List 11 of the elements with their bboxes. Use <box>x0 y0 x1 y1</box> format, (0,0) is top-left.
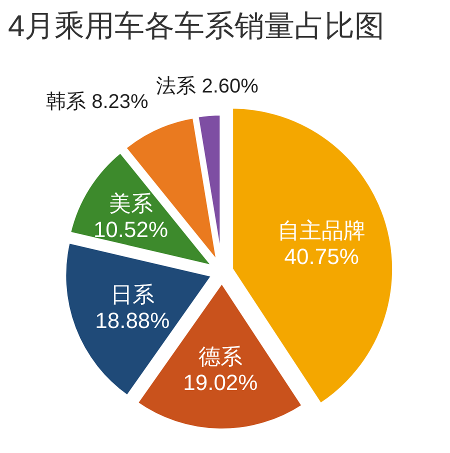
slice-label: 韩系 8.23% <box>46 90 149 113</box>
data-label: 18.88% <box>95 308 170 334</box>
data-label: 10.52% <box>93 216 168 242</box>
data-label: 19.02% <box>183 370 258 395</box>
slice-label: 自主品牌 <box>278 218 366 244</box>
chart-title: 4月乘用车各车系销量占比图 <box>8 10 385 43</box>
slice-label: 日系 <box>110 282 154 308</box>
slice-label: 德系 <box>198 344 242 369</box>
slice-label: 法系 2.60% <box>156 76 259 98</box>
data-label: 40.75% <box>284 244 359 270</box>
slice-label: 美系 <box>108 190 153 216</box>
